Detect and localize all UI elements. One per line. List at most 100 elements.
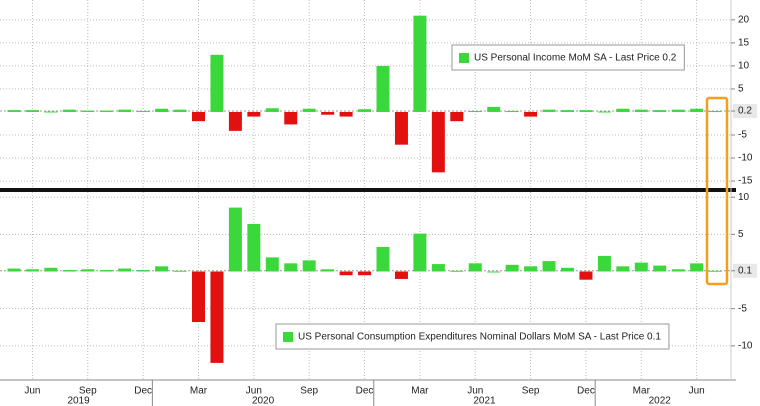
legend-label: US Personal Consumption Expenditures Nom… [298,332,661,343]
year-label: 2020 [252,396,275,406]
bar [690,263,704,272]
bar [155,266,169,272]
bar [228,111,242,131]
x-tick-label: Sep [522,386,540,397]
bar [265,257,279,272]
bar [561,110,574,112]
bar [44,111,58,113]
x-tick-label: Dec [356,386,374,397]
bar [118,268,132,272]
x-tick-label: Mar [411,386,429,397]
y-tick-label: -5 [738,130,747,141]
bar [210,271,224,363]
bar [302,260,316,272]
bar [671,269,685,272]
bar [376,246,390,272]
y-tick-label: 0.2 [738,106,752,117]
bar [136,270,150,272]
legend: US Personal Income MoM SA - Last Price 0… [451,44,685,71]
bar [413,233,427,272]
bar [487,106,501,112]
y-tick-label: 20 [738,14,750,25]
bar [579,271,593,280]
legend: US Personal Consumption Expenditures Nom… [275,323,670,350]
x-tick-label: Jun [246,386,262,397]
bar [690,108,704,112]
y-tick-label: -5 [738,303,747,314]
legend-swatch [283,332,293,342]
bar [321,269,335,272]
last-price-tag [733,104,757,119]
bar [394,271,408,279]
bar [81,269,95,272]
bar [708,270,722,272]
bar [579,110,593,112]
legend-label: US Personal Income MoM SA - Last Price 0… [474,53,677,64]
x-tick-label: Mar [633,386,651,397]
bar [44,267,58,272]
bar [671,109,685,112]
bar [339,111,353,117]
bar [708,111,722,113]
bar [173,109,187,112]
bar [228,207,242,272]
x-tick-label: Dec [134,386,152,397]
bar [524,266,538,272]
bar [284,111,298,125]
legend-box [451,44,685,71]
bar [99,270,113,272]
bar [468,111,482,113]
bar [321,111,335,115]
bar [487,271,501,273]
bar [247,223,261,272]
bar [597,111,611,113]
bar [653,110,667,112]
bar [431,111,445,173]
bar [155,108,169,112]
x-tick-label: Jun [689,386,705,397]
bar [25,110,39,112]
y-tick-label: -10 [738,153,753,164]
bar [99,110,113,112]
bar [284,263,298,272]
legend-swatch [459,53,469,63]
bar [192,111,205,122]
bar [653,265,667,272]
bar [210,54,224,112]
bar [616,266,630,272]
bar [616,108,630,112]
bar [192,271,205,323]
bar [358,271,372,276]
bar [542,109,556,112]
bar [561,267,574,272]
bar [302,108,316,112]
bar [339,271,353,276]
bar [450,270,464,272]
bar [118,109,132,112]
bar [173,270,187,272]
bar [431,264,445,272]
x-tick-label: Mar [190,386,208,397]
bar [413,15,427,112]
year-label: 2022 [649,396,672,406]
y-tick-label: 10 [738,192,750,203]
bar [468,263,482,272]
y-tick-label: 0.1 [738,265,752,276]
x-tick-label: Jun [24,386,40,397]
bar [7,110,21,112]
year-label: 2019 [67,396,90,406]
bar [265,108,279,112]
x-tick-label: Sep [300,386,318,397]
bar [450,111,464,122]
y-tick-label: 5 [738,229,744,240]
y-tick-label: 5 [738,84,744,95]
bar [247,111,261,117]
year-label: 2021 [473,396,496,406]
bar [376,65,390,112]
y-tick-label: 10 [738,61,750,72]
bar [524,111,538,117]
bar [358,109,372,112]
bar [394,111,408,145]
last-price-tag [733,263,757,278]
